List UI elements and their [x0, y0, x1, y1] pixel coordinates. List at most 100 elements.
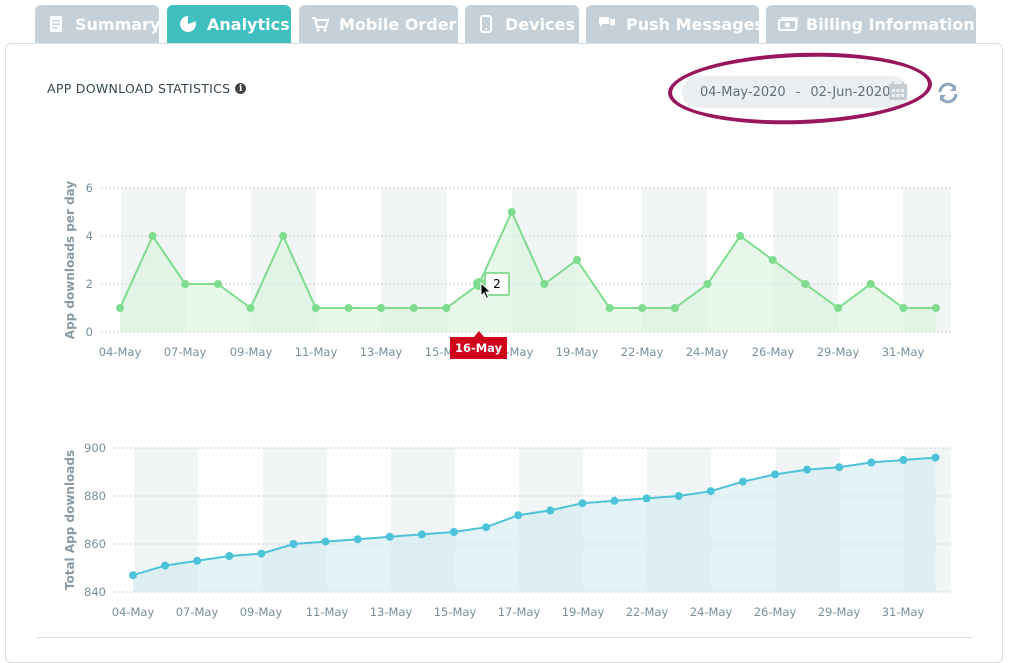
cart-icon: [311, 15, 330, 33]
refresh-icon[interactable]: [936, 81, 960, 105]
y-tick-label: 860: [84, 537, 106, 551]
data-point: [706, 487, 715, 496]
data-point: [771, 470, 779, 479]
data-point: [932, 304, 940, 312]
y-axis-label: App downloads per day: [63, 181, 77, 340]
tab-label: Mobile Order: [339, 14, 457, 34]
x-tick-label: 29-May: [818, 605, 861, 619]
y-tick-label: 4: [86, 229, 93, 243]
x-tick-label: 22-May: [626, 605, 669, 619]
x-tick-label: 09-May: [230, 345, 273, 359]
data-point: [257, 549, 266, 558]
date-start: 04-May-2020: [700, 84, 786, 100]
data-point: [578, 499, 587, 508]
data-point: [931, 453, 940, 462]
tab-analytics[interactable]: Analytics: [167, 5, 291, 43]
x-tick-label: 24-May: [686, 345, 729, 359]
data-point: [482, 523, 491, 532]
data-point: [129, 571, 137, 580]
x-tick-label: 22-May: [621, 345, 664, 359]
x-tick-label: 11-May: [306, 605, 349, 619]
series-area: [120, 212, 936, 332]
y-tick-label: 880: [84, 489, 106, 503]
data-point: [835, 463, 844, 472]
tab-label: Devices: [505, 14, 575, 34]
data-point: [738, 477, 747, 486]
data-point: [409, 304, 418, 312]
x-tick-label: 26-May: [754, 605, 797, 619]
bottom-divider: [37, 637, 973, 638]
data-point: [867, 458, 876, 467]
data-point: [377, 304, 386, 312]
section-title: APP DOWNLOAD STATISTICS i: [47, 81, 247, 96]
data-point: [638, 304, 647, 312]
data-point: [866, 280, 875, 288]
data-point: [225, 552, 234, 560]
data-point: [670, 304, 679, 312]
data-point: [703, 280, 712, 288]
data-point: [246, 304, 255, 312]
data-point: [344, 304, 353, 312]
tab-label: Push Messages: [626, 14, 759, 34]
series-line: [119, 209, 936, 310]
x-tick-label: 11-May: [295, 345, 338, 359]
tab-summary[interactable]: Summary: [35, 5, 159, 43]
data-point: [736, 232, 745, 240]
money-icon: [778, 15, 798, 33]
data-point: [834, 304, 843, 312]
document-icon: [47, 15, 65, 33]
y-tick-label: 0: [86, 325, 93, 339]
x-tick-label: 24-May: [690, 605, 733, 619]
tab-mobile-order[interactable]: Mobile Order: [299, 5, 458, 43]
charts-svg: 0 2 4 6 App downloads per day 04-May 07-May 09-…: [63, 181, 951, 619]
date-range-picker[interactable]: 04-May-2020 - 02-Jun-2020: [682, 76, 908, 108]
chat-icon: [598, 15, 616, 33]
data-point: [642, 494, 651, 503]
x-tick-label: 09-May: [240, 605, 283, 619]
data-point: [385, 532, 394, 541]
x-tick-label: 15-May: [434, 605, 477, 619]
y-tick-label: 900: [84, 441, 106, 455]
total-downloads-chart: 840 860 880 900 Total App downloads 04-May 07-…: [63, 441, 951, 619]
data-point: [540, 280, 549, 288]
x-tick-label: 07-May: [164, 345, 207, 359]
data-point: [507, 208, 516, 216]
data-point: [289, 540, 298, 548]
calendar-icon[interactable]: [888, 81, 908, 101]
x-tick-label: 31-May: [882, 605, 925, 619]
data-point: [450, 528, 458, 536]
section-title-text: APP DOWNLOAD STATISTICS: [47, 81, 231, 96]
x-tick-label: 04-May: [99, 345, 142, 359]
data-point: [605, 304, 614, 312]
y-tick-label: 2: [86, 277, 93, 291]
x-tick-label: 13-May: [360, 345, 403, 359]
data-point: [899, 456, 908, 464]
x-tick-label: 19-May: [556, 345, 599, 359]
x-tick-label: 26-May: [752, 345, 795, 359]
data-point: [193, 556, 202, 565]
tab-label: Summary: [75, 14, 159, 34]
tab-label: Analytics: [207, 14, 290, 34]
data-point: [161, 561, 170, 570]
tab-label: Billing Information: [806, 14, 975, 34]
data-point: [116, 304, 124, 312]
data-point: [353, 535, 362, 544]
tab-push-messages[interactable]: Push Messages: [586, 5, 759, 43]
x-tick-label: 19-May: [562, 605, 605, 619]
data-point: [899, 304, 908, 312]
data-point: [148, 232, 157, 240]
data-point: [311, 304, 320, 312]
mouse-cursor-icon: [480, 281, 492, 300]
tab-billing-information[interactable]: Billing Information: [766, 5, 976, 43]
series-line: [132, 456, 936, 577]
info-icon[interactable]: i: [235, 83, 247, 94]
data-point: [417, 530, 426, 539]
x-tick-label: 07-May: [176, 605, 219, 619]
y-axis-label: Total App downloads: [63, 450, 77, 590]
daily-downloads-chart: 0 2 4 6 App downloads per day 04-May 07-May 09-…: [63, 181, 951, 359]
data-point: [768, 256, 777, 264]
tab-devices[interactable]: Devices: [465, 5, 579, 43]
y-tick-label: 6: [86, 181, 93, 195]
date-end: 02-Jun-2020: [810, 84, 891, 100]
data-point: [801, 280, 810, 288]
